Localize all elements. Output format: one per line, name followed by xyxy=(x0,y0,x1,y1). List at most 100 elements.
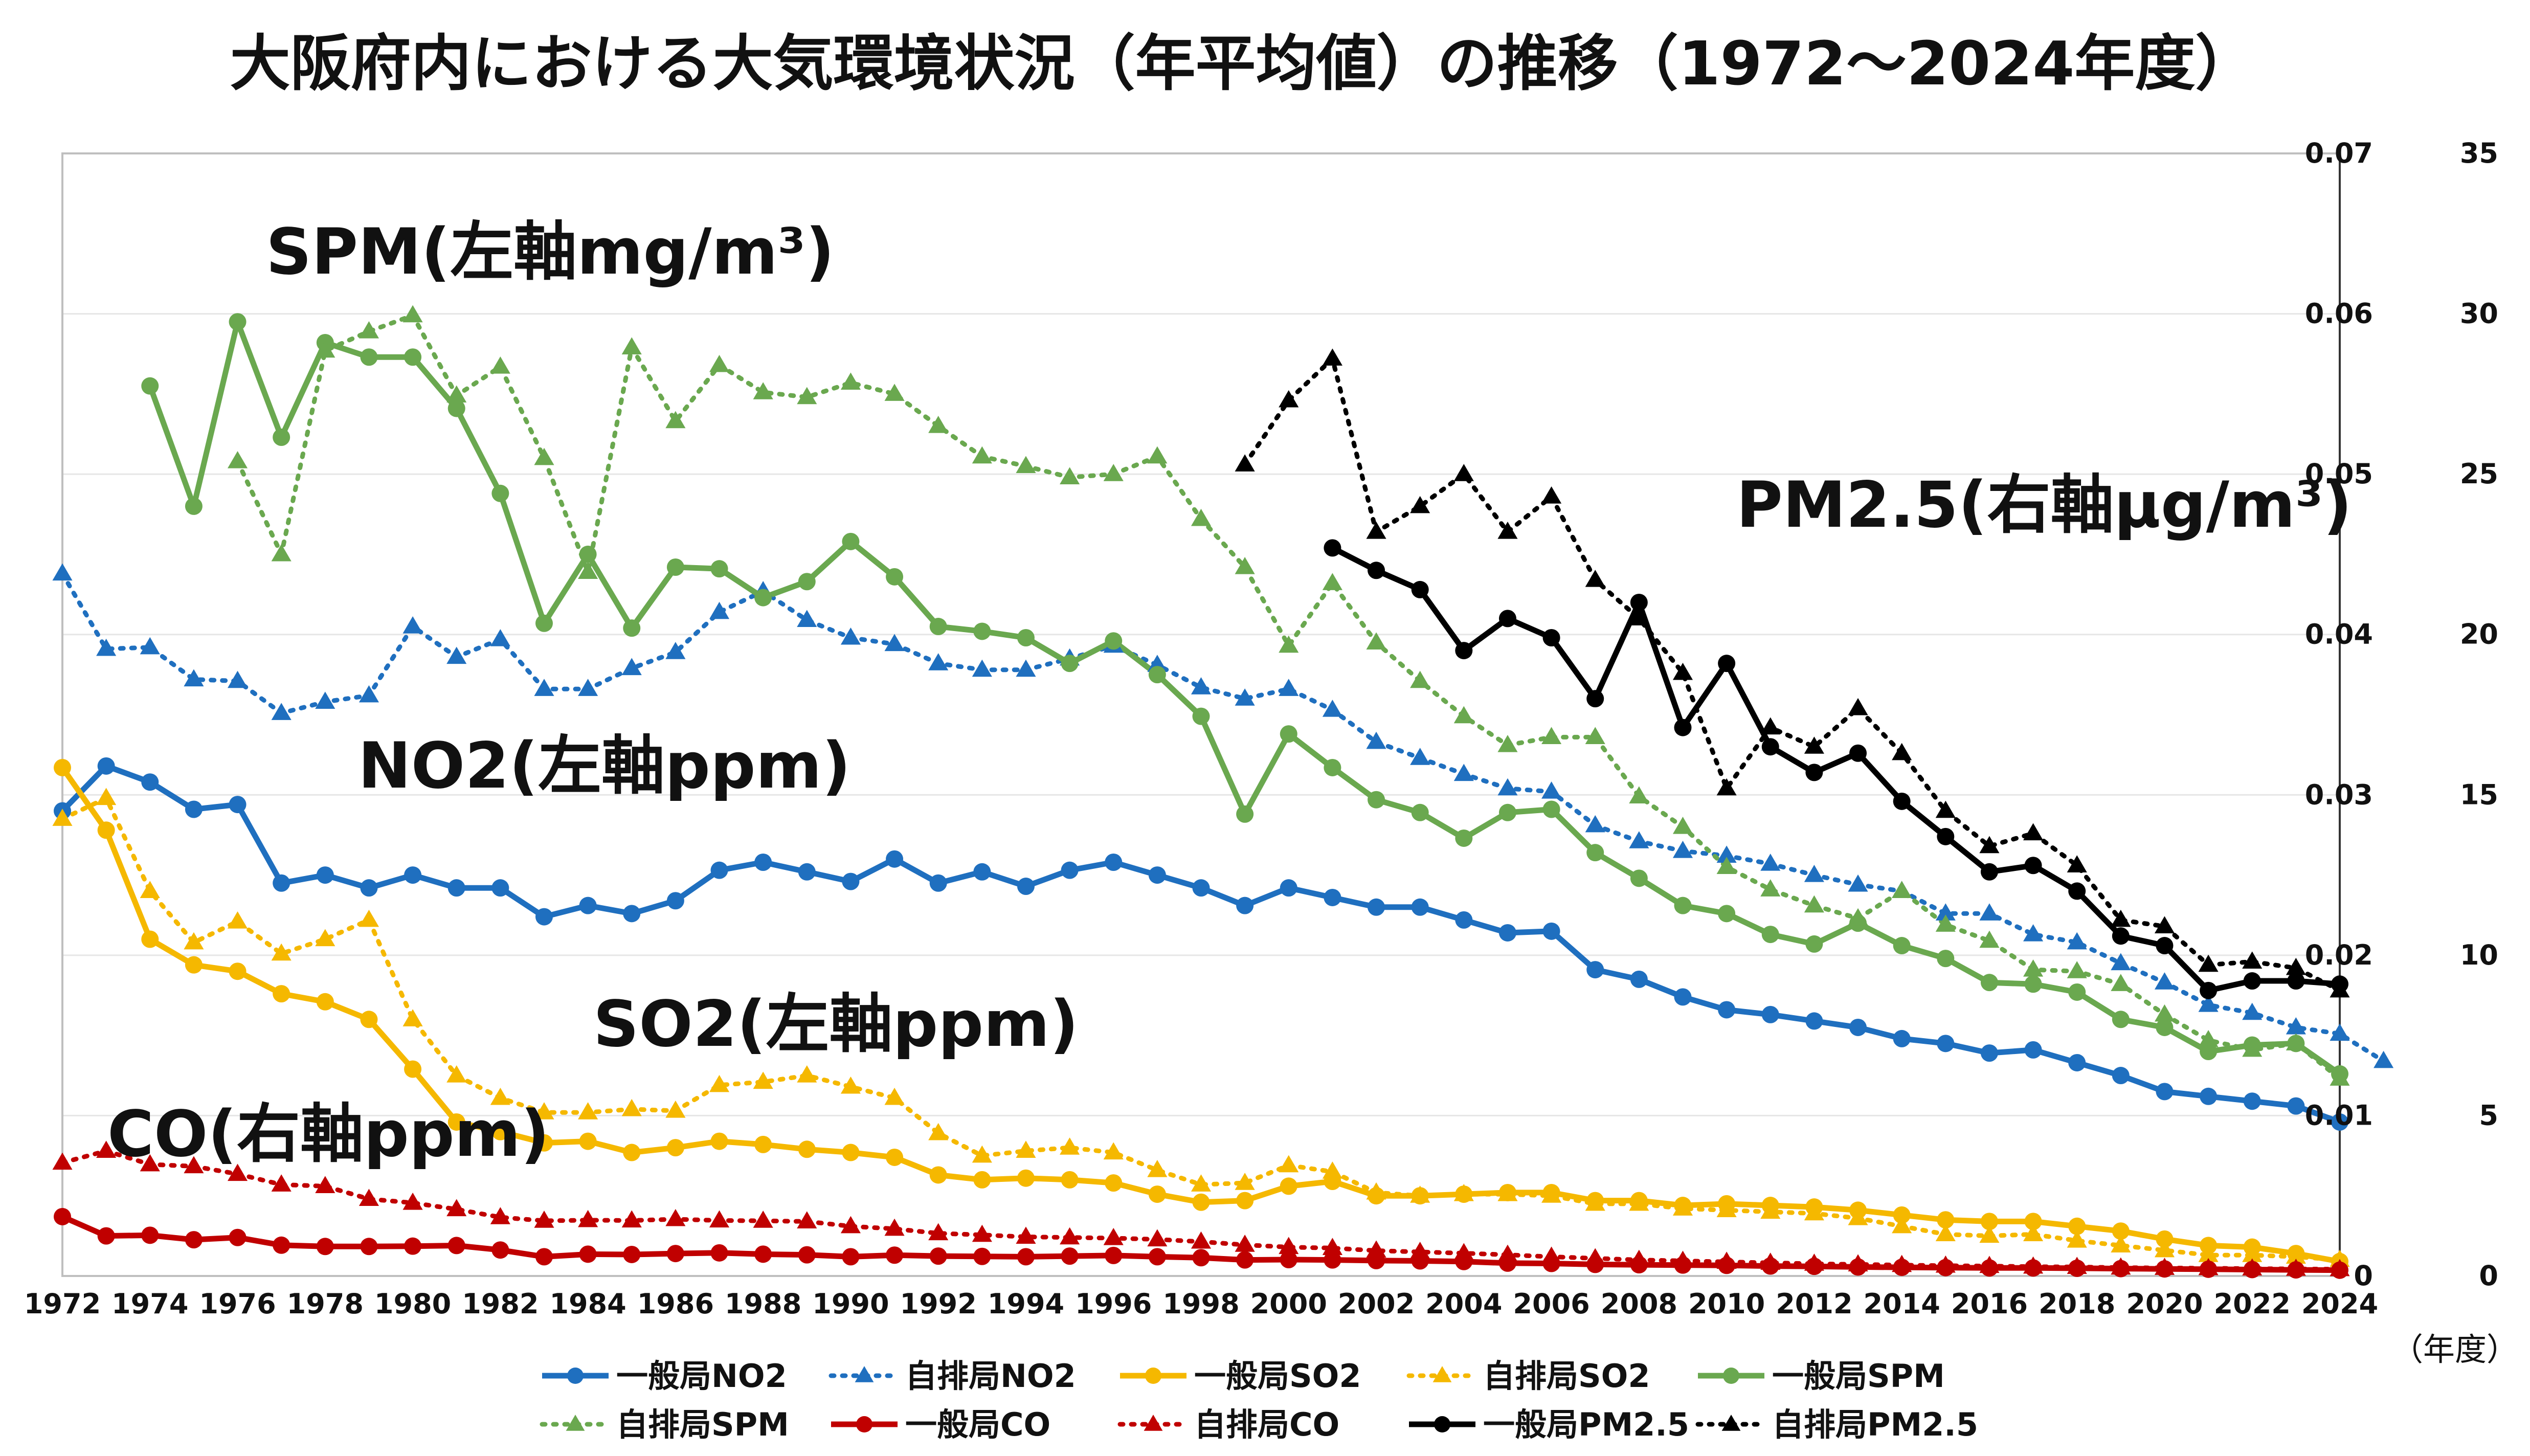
data-point xyxy=(1848,1208,1868,1225)
data-point xyxy=(359,909,379,927)
data-point xyxy=(1804,736,1824,754)
data-point xyxy=(1191,1174,1212,1192)
data-point xyxy=(579,545,597,563)
data-point xyxy=(96,788,117,805)
data-point xyxy=(1017,1248,1035,1266)
data-point xyxy=(884,634,905,652)
data-point xyxy=(1761,1005,1779,1023)
data-point xyxy=(842,872,860,890)
data-point xyxy=(710,861,728,879)
data-point xyxy=(360,1011,378,1028)
data-point xyxy=(1061,655,1079,673)
data-point xyxy=(840,372,861,390)
data-point xyxy=(227,451,248,468)
data-point xyxy=(2156,1018,2174,1036)
data-point xyxy=(402,305,423,323)
data-point xyxy=(1892,881,1912,898)
data-point xyxy=(1279,1155,1299,1173)
data-point xyxy=(2112,1067,2130,1085)
data-point xyxy=(1280,879,1297,897)
data-point xyxy=(140,881,160,898)
legend-marker xyxy=(1721,1415,1741,1431)
data-point xyxy=(1935,903,1956,921)
data-point xyxy=(2198,954,2219,972)
data-point xyxy=(1672,662,1693,680)
data-point xyxy=(753,1071,773,1089)
data-point xyxy=(710,560,728,578)
data-point xyxy=(1586,690,1604,708)
data-point xyxy=(271,943,292,961)
data-point xyxy=(1105,1246,1123,1264)
data-point xyxy=(1585,815,1605,833)
data-point xyxy=(315,929,335,947)
data-point xyxy=(141,773,159,791)
data-point xyxy=(491,1241,509,1259)
data-point xyxy=(1324,888,1341,906)
data-point xyxy=(1718,905,1736,923)
data-point xyxy=(1979,903,2000,921)
data-point xyxy=(1893,1029,1911,1047)
data-point xyxy=(271,544,292,562)
data-point xyxy=(1455,829,1473,847)
data-point xyxy=(1630,970,1648,988)
x-tick-label: 1994 xyxy=(988,1288,1064,1320)
data-point xyxy=(797,387,817,405)
data-point xyxy=(2156,1230,2174,1248)
data-point xyxy=(140,637,160,655)
data-point xyxy=(1892,1255,1912,1272)
data-point xyxy=(1849,1018,1867,1036)
data-point xyxy=(227,1163,248,1181)
data-point xyxy=(273,429,290,446)
data-point xyxy=(1935,1224,1956,1242)
data-point xyxy=(2112,1222,2130,1240)
data-point xyxy=(2067,1230,2087,1248)
data-point xyxy=(1235,1235,1255,1252)
data-point xyxy=(446,1065,467,1083)
data-point xyxy=(754,1245,772,1263)
x-tick-label: 1992 xyxy=(900,1288,977,1320)
data-point xyxy=(2156,937,2174,955)
data-point xyxy=(1324,758,1341,776)
data-point xyxy=(1453,706,1474,724)
data-point xyxy=(96,638,117,656)
data-point xyxy=(884,384,905,401)
data-point xyxy=(490,1087,510,1105)
legend-label: 自排局CO xyxy=(1194,1406,1339,1443)
data-point xyxy=(404,866,422,884)
data-point xyxy=(1630,594,1648,611)
data-point xyxy=(2024,1213,2042,1230)
data-point xyxy=(1366,1240,1386,1258)
data-point xyxy=(665,1208,686,1226)
data-point xyxy=(1103,1227,1124,1245)
data-point xyxy=(1542,922,1560,940)
right-axis-ticks: 0 5 10 15 20 25 30 35 xyxy=(2460,137,2498,1292)
left-tick-label: 0.02 xyxy=(2305,939,2373,971)
series-annotations: SPM(左軸mg/m³) NO2(左軸ppm) SO2(左軸ppm) CO(右軸… xyxy=(107,215,2352,1171)
data-point xyxy=(1716,1251,1737,1269)
data-point xyxy=(928,1123,949,1140)
data-point xyxy=(1368,898,1385,916)
data-point xyxy=(1103,464,1124,481)
data-point xyxy=(2330,1023,2350,1041)
right-tick-label: 25 xyxy=(2460,458,2498,490)
data-point xyxy=(621,658,642,676)
data-point xyxy=(1147,446,1168,464)
data-point xyxy=(666,1139,684,1157)
right-tick-label: 35 xyxy=(2460,137,2498,169)
left-tick-label: 0.04 xyxy=(2305,618,2373,651)
data-point xyxy=(1410,1241,1430,1259)
data-point xyxy=(404,1237,422,1255)
data-point xyxy=(1105,1174,1123,1192)
data-point xyxy=(1105,853,1123,871)
x-tick-label: 1996 xyxy=(1075,1288,1152,1320)
x-tick-label: 1974 xyxy=(111,1288,188,1320)
data-point xyxy=(1804,865,1824,882)
data-point xyxy=(184,669,204,687)
data-point xyxy=(579,1245,597,1263)
data-point xyxy=(534,447,554,465)
data-point xyxy=(1192,1193,1210,1211)
data-point xyxy=(447,879,465,897)
legend-marker xyxy=(1723,1368,1739,1384)
data-point xyxy=(2286,1017,2306,1035)
